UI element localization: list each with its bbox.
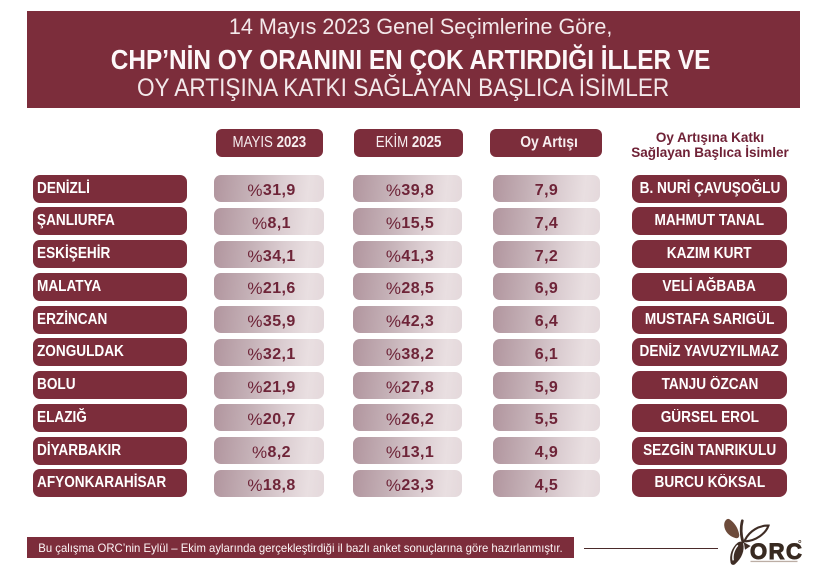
svg-text:ORC: ORC bbox=[750, 539, 803, 564]
